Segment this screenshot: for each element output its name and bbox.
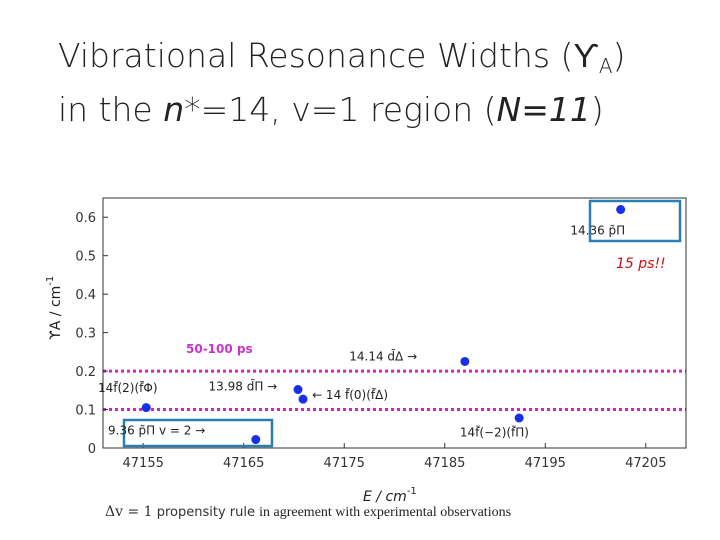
callout-box-top	[588, 199, 682, 243]
footer-rest: in agreement with experimental observati…	[259, 505, 512, 520]
y-tick-label: 0.3	[75, 327, 96, 342]
data-point	[141, 403, 151, 413]
x-tick-label: 47165	[223, 456, 264, 471]
point-annotation: 14.36 p̃Π	[570, 224, 625, 238]
slide-title: Vibrational Resonance Widths (ϒA) in the…	[58, 34, 625, 131]
y-axis-label: ϒA / cm-1	[45, 276, 64, 340]
data-point	[251, 435, 261, 445]
y-tick-label: 0.5	[75, 250, 96, 265]
point-annotation: 9.36 p̃Π v = 2 →	[108, 424, 205, 438]
footer-propensity: propensity rule	[156, 505, 255, 520]
footer-math: Δv = 1	[105, 504, 153, 520]
x-tick-label: 47185	[424, 456, 465, 471]
x-axis-label: E / cm-1	[363, 486, 417, 505]
callout-box-bottom	[122, 418, 274, 448]
plot-frame	[102, 197, 687, 449]
point-annotation: ← 14 f̃(0)(f̃Δ)	[312, 388, 388, 402]
title-line-1: Vibrational Resonance Widths (ϒA)	[58, 36, 626, 78]
x-tick-label: 47205	[625, 456, 666, 471]
callout-50-100ps: 50-100 ps	[186, 342, 253, 356]
title-subscript: A	[598, 54, 613, 78]
data-point	[514, 413, 524, 423]
x-tick-label: 47195	[525, 456, 566, 471]
y-tick-label: 0	[88, 442, 96, 457]
title-n: n	[163, 90, 185, 129]
point-annotation: 14f̃(2)(f̃Φ)	[98, 381, 158, 395]
data-point	[298, 394, 308, 404]
point-annotation: 13.98 d̃Π →	[209, 379, 278, 393]
title-N: N=11	[496, 90, 591, 129]
x-tick-label: 47155	[123, 456, 164, 471]
data-point	[460, 356, 470, 366]
point-annotation: 14.14 d̃Δ →	[349, 349, 417, 363]
y-tick-label: 0.2	[75, 365, 96, 380]
x-tick-label: 47175	[324, 456, 365, 471]
title-symbol: ϒ	[573, 36, 599, 75]
title-line-2: in the n*=14, v=1 region (N=11)	[58, 90, 604, 129]
point-annotation: 14f̃(−2)(f̃Π)	[460, 425, 529, 439]
data-point	[293, 385, 303, 395]
data-point	[616, 205, 626, 215]
callout-15ps: 15 ps!!	[616, 256, 666, 272]
y-tick-label: 0.1	[75, 404, 96, 419]
y-tick-label: 0.6	[75, 211, 96, 226]
footer-note: Δv = 1 propensity rule in agreement with…	[105, 504, 511, 521]
y-tick-label: 0.4	[75, 288, 96, 303]
